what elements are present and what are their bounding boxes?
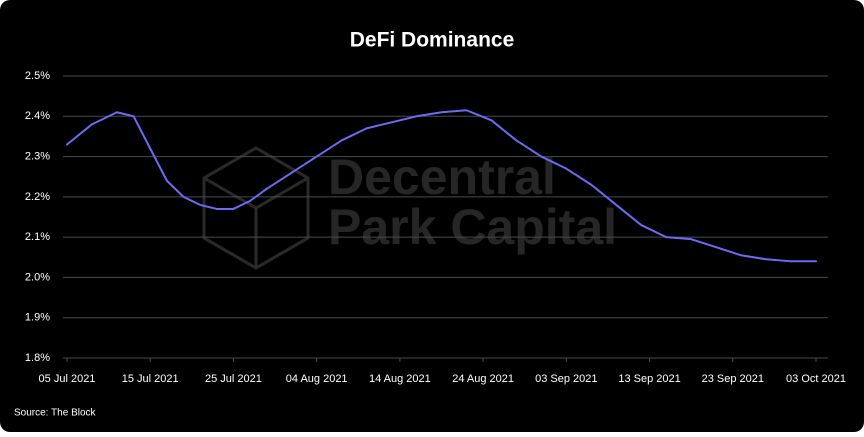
y-tick-label: 1.9%: [25, 312, 50, 324]
y-tick-label: 2.5%: [25, 70, 50, 82]
x-tick-label: 03 Oct 2021: [786, 373, 846, 385]
x-tick-label: 03 Sep 2021: [535, 373, 597, 385]
y-tick-label: 2.0%: [25, 271, 50, 283]
chart-title: DeFi Dominance: [350, 29, 515, 52]
x-tick-label: 14 Aug 2021: [369, 373, 431, 385]
watermark: Decentral: [328, 149, 556, 205]
watermark-logo: [202, 146, 310, 270]
y-tick-label: 1.8%: [25, 352, 50, 364]
data-line: [66, 109, 817, 263]
y-tick-label: 2.4%: [25, 110, 50, 122]
watermark: Park Capital: [328, 199, 617, 255]
y-tick-label: 2.3%: [25, 150, 50, 162]
x-tick-label: 24 Aug 2021: [452, 373, 514, 385]
x-tick-label: 25 Jul 2021: [205, 373, 262, 385]
source-note: Source: The Block: [14, 408, 97, 419]
x-tick-label: 04 Aug 2021: [286, 373, 348, 385]
x-tick-label: 23 Sep 2021: [702, 373, 764, 385]
y-tick-label: 2.2%: [25, 191, 50, 203]
x-tick-label: 05 Jul 2021: [39, 373, 96, 385]
y-tick-label: 2.1%: [25, 231, 50, 243]
x-tick-label: 13 Sep 2021: [618, 373, 680, 385]
x-tick-label: 15 Jul 2021: [122, 373, 179, 385]
